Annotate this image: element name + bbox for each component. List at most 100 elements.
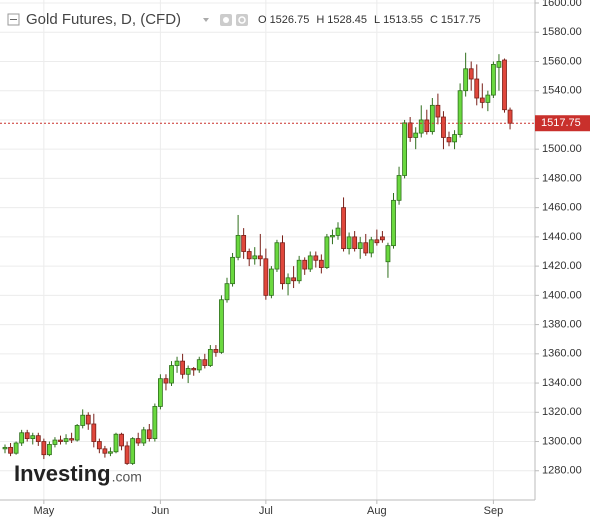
- y-tick-label: 1380.00: [542, 318, 582, 330]
- y-tick-label: 1280.00: [542, 465, 582, 477]
- candle-body: [130, 438, 136, 464]
- x-tick-label: Aug: [367, 505, 387, 517]
- candle-body: [102, 448, 108, 454]
- x-tick-label: Jul: [259, 505, 273, 517]
- y-tick-label: 1400.00: [542, 289, 582, 301]
- ohlc-key: C: [430, 14, 438, 26]
- candle-body: [318, 259, 324, 268]
- candle-body: [196, 359, 202, 371]
- candle-body: [407, 122, 413, 138]
- candle-body: [8, 446, 13, 454]
- candle-body: [213, 349, 219, 353]
- candle-body: [135, 438, 141, 444]
- candle-body: [30, 435, 36, 440]
- ohlc-value: 1513.55: [383, 14, 423, 26]
- ohlc-key: O: [258, 14, 267, 26]
- candle-body: [185, 368, 191, 375]
- ohlc-value: 1526.75: [270, 14, 310, 26]
- candle-body: [385, 245, 391, 263]
- candle-body: [374, 239, 380, 244]
- price-label: 1517.75: [541, 117, 581, 129]
- grid: [0, 0, 535, 500]
- logo: Investing: [14, 461, 111, 486]
- candle-body: [58, 439, 63, 442]
- price-label-box: [535, 115, 590, 132]
- candle-body: [313, 255, 319, 261]
- candle-body: [346, 236, 352, 249]
- candle-body: [296, 259, 302, 282]
- candle-body: [80, 414, 86, 426]
- settings-gear: [238, 16, 246, 24]
- candle-body: [307, 255, 313, 270]
- candle-body: [113, 433, 119, 453]
- candle-body: [47, 444, 52, 456]
- candles: [0, 52, 535, 465]
- candle-body: [435, 104, 441, 118]
- candle-body: [468, 68, 474, 80]
- candle-body: [457, 90, 463, 135]
- candle-body: [496, 61, 502, 68]
- chart-title: Gold Futures, D, (CFD): [26, 11, 181, 28]
- candle-body: [85, 414, 91, 425]
- candle-body: [330, 235, 335, 238]
- y-tick-label: 1540.00: [542, 85, 582, 97]
- candle-body: [35, 435, 41, 442]
- candle-body: [418, 119, 424, 134]
- candle-body: [368, 239, 374, 254]
- y-tick-label: 1460.00: [542, 202, 582, 214]
- candle-body: [335, 227, 341, 236]
- candle-body: [163, 378, 169, 384]
- candle-body: [441, 116, 446, 138]
- x-tick-label: May: [33, 505, 54, 517]
- candle-body: [285, 277, 291, 285]
- candle-body: [13, 442, 19, 454]
- candle-body: [291, 277, 297, 282]
- settings-icon[interactable]: [236, 14, 248, 26]
- candle-body: [490, 63, 496, 96]
- candle-body: [124, 445, 130, 464]
- y-tick-label: 1500.00: [542, 143, 582, 155]
- candle-body: [357, 242, 363, 249]
- candle-body: [19, 432, 25, 444]
- candle-body: [424, 119, 430, 133]
- ohlc-readout: O 1526.75 H 1528.45 L 1513.55 C 1517.75: [258, 14, 481, 26]
- x-tick-label: Sep: [484, 505, 504, 517]
- candle-body: [180, 360, 186, 375]
- dropdown-icon[interactable]: [203, 18, 209, 22]
- candle-body: [169, 365, 174, 384]
- candle-body: [402, 122, 408, 176]
- candle-body: [41, 441, 47, 456]
- y-tick-label: 1360.00: [542, 348, 582, 360]
- y-tick-label: 1480.00: [542, 172, 582, 184]
- ohlc-key: L: [374, 14, 380, 26]
- y-tick-label: 1420.00: [542, 260, 582, 272]
- candle-body: [191, 368, 197, 371]
- candle-body: [69, 438, 74, 441]
- y-tick-label: 1300.00: [542, 435, 582, 447]
- eye-pupil: [223, 17, 229, 23]
- candle-body: [146, 429, 152, 440]
- candle-body: [429, 104, 435, 133]
- candle-body: [252, 255, 258, 260]
- candle-body: [241, 235, 247, 252]
- candle-body: [452, 134, 457, 143]
- candle-body: [257, 255, 263, 260]
- candle-body: [91, 423, 97, 442]
- y-tick-label: 1440.00: [542, 231, 582, 243]
- candle-body: [396, 175, 402, 201]
- candle-body: [207, 349, 213, 366]
- candle-body: [219, 299, 224, 353]
- candle-body: [202, 359, 208, 366]
- candle-body: [63, 438, 69, 442]
- candle-body: [302, 259, 308, 270]
- candle-body: [157, 378, 163, 407]
- candle-body: [119, 433, 124, 447]
- candle-body: [391, 199, 396, 247]
- candle-body: [324, 236, 330, 268]
- candle-body: [363, 242, 369, 254]
- ohlc-value: 1517.75: [441, 14, 481, 26]
- candle-body: [52, 439, 58, 445]
- candle-body: [246, 251, 252, 260]
- y-tick-label: 1340.00: [542, 377, 582, 389]
